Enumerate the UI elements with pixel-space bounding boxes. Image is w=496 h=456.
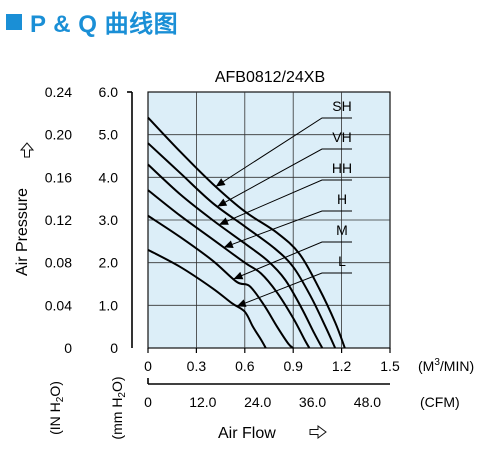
heading-bullet-icon <box>6 13 22 30</box>
arrowhead-icon <box>215 178 226 187</box>
curve-group <box>147 116 346 349</box>
curve-label: VH <box>332 129 351 145</box>
y-units-right: (mm H2O) <box>109 376 128 439</box>
grid-lines <box>148 92 390 348</box>
y-tick-label: 2.0 <box>99 255 119 271</box>
heading: P & Q 曲线图 <box>6 4 178 39</box>
y2-tick-label: 0.16 <box>45 169 72 185</box>
curve-m <box>147 214 294 349</box>
y-tick-label: 6.0 <box>99 84 119 100</box>
x-units: (M3/MIN) <box>418 357 474 374</box>
curve-l <box>147 248 267 349</box>
x2-tick-label: 0 <box>144 394 152 410</box>
x2-tick-label: 12.0 <box>189 394 216 410</box>
x-tick-label: 0.3 <box>187 358 207 374</box>
x-tick-label: 0.9 <box>283 358 303 374</box>
arrowhead-icon <box>217 198 228 207</box>
leader-line <box>233 241 352 280</box>
x-axis-arrow-icon <box>309 425 327 439</box>
leader-line <box>217 148 352 207</box>
curve-sh <box>147 116 346 349</box>
x-axis-label: Air Flow <box>218 425 276 442</box>
curve-label: H <box>337 191 347 207</box>
x2-tick-label: 36.0 <box>299 394 326 410</box>
y2-tick-label: 0.04 <box>45 297 72 313</box>
x-tick-label: 0.6 <box>235 358 255 374</box>
leader-line <box>236 272 352 307</box>
x2-units: (CFM) <box>420 394 460 410</box>
arrowhead-icon <box>218 217 229 225</box>
arrowhead-icon <box>223 240 234 249</box>
y-axis-arrow-icon <box>19 142 35 158</box>
y-tick-label: 5.0 <box>99 127 119 143</box>
y-tick-label: 4.0 <box>99 169 119 185</box>
curve-label: M <box>336 222 348 238</box>
leader-line <box>215 117 352 187</box>
curve-h <box>147 189 311 349</box>
y-tick-label: 1.0 <box>99 297 119 313</box>
y-tick-label: 0 <box>110 340 118 356</box>
y2-tick-label: 0.24 <box>45 84 72 100</box>
x-tick-label: 1.2 <box>332 358 352 374</box>
y2-tick-label: 0.12 <box>45 212 72 228</box>
chart-title: AFB0812/24XB <box>215 69 325 86</box>
y2-tick-label: 0.08 <box>45 255 72 271</box>
leader-line <box>223 210 352 248</box>
x-tick-label: 0 <box>144 358 152 374</box>
curve-label-arrows <box>215 117 352 307</box>
y-tick-label: 3.0 <box>99 212 119 228</box>
arrowhead-icon <box>233 271 244 280</box>
curve-hh <box>147 163 324 349</box>
heading-title: P & Q 曲线图 <box>30 11 179 38</box>
curve-vh <box>147 142 337 349</box>
curve-label: L <box>338 253 346 269</box>
y-axis-label: Air Pressure <box>14 188 31 276</box>
leader-line <box>218 179 352 226</box>
curve-label: SH <box>332 98 351 114</box>
y2-tick-label: 0 <box>64 340 72 356</box>
curve-label: HH <box>332 160 352 176</box>
axes: 0 1.0 2.0 3.0 4.0 5.0 6.0 0 0.04 0.08 0.12 0.16 0.20… <box>45 84 400 410</box>
arrowhead-icon <box>236 299 247 307</box>
x2-tick-label: 24.0 <box>244 394 271 410</box>
x2-tick-label: 48.0 <box>354 394 381 410</box>
y2-tick-label: 0.20 <box>45 127 72 143</box>
y-units-left: (IN H2O) <box>47 381 66 435</box>
x-tick-label: 1.5 <box>380 358 400 374</box>
